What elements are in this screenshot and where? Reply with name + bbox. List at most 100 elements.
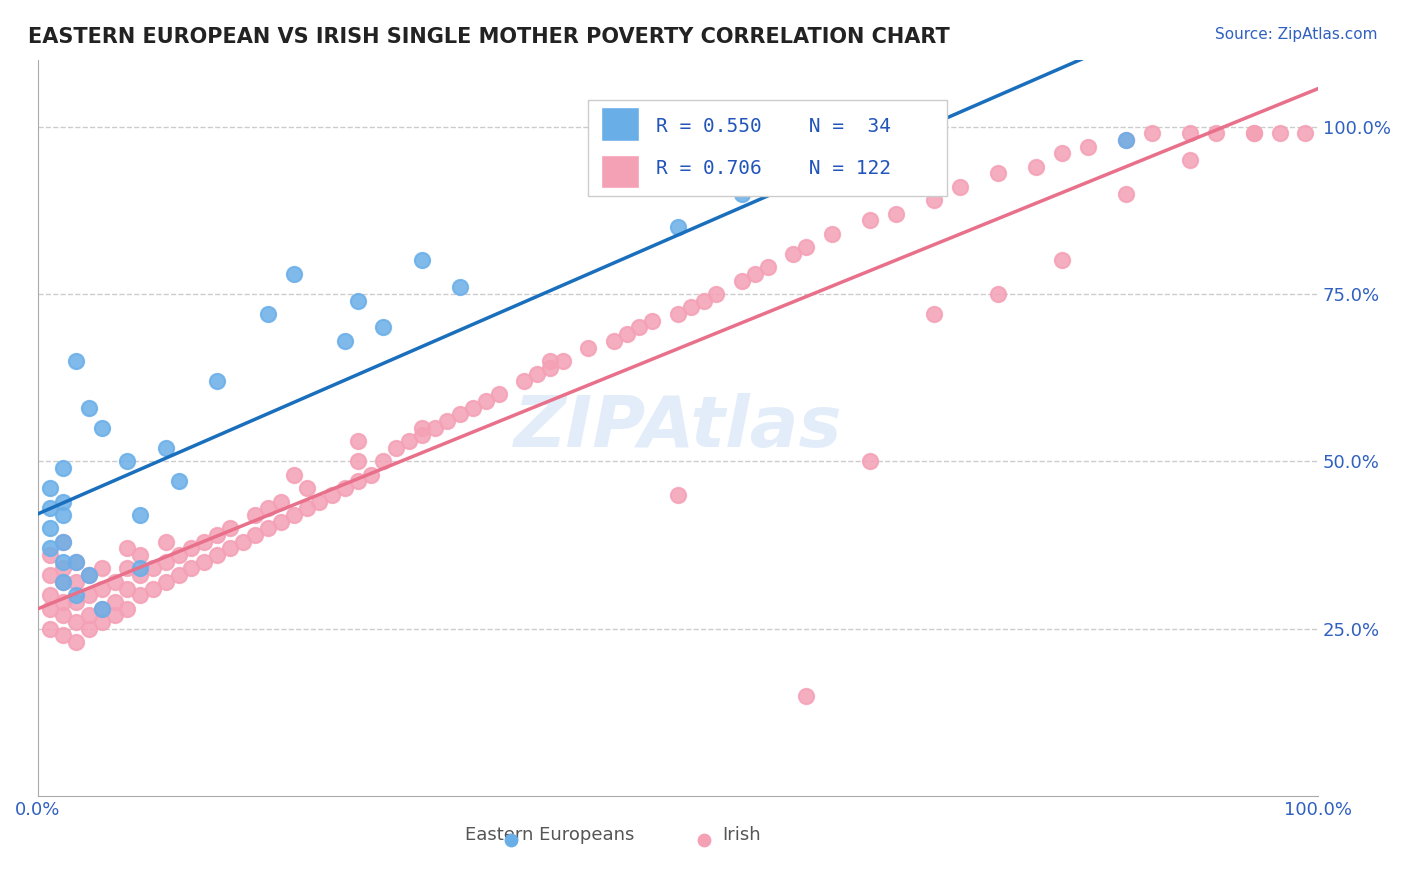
Point (167, 548, 190, 562)
Point (411, 421, 433, 435)
Point (538, 354, 561, 368)
Point (794, 689, 817, 703)
Point (65, 354, 87, 368)
Point (103, 574, 125, 589)
Point (129, 568, 152, 582)
Point (295, 501, 318, 516)
Point (398, 434, 420, 449)
Point (117, 454, 139, 468)
FancyBboxPatch shape (588, 100, 946, 196)
Point (52, 494, 75, 508)
Point (270, 515, 292, 529)
Point (117, 561, 139, 575)
Point (922, 193, 945, 207)
Point (1115, 186, 1137, 201)
Point (65, 588, 87, 602)
Point (90, 601, 112, 615)
Point (283, 467, 305, 482)
Point (436, 414, 458, 428)
Point (77, 622, 100, 636)
Text: Eastern Europeans: Eastern Europeans (465, 826, 634, 845)
Point (704, 287, 727, 301)
Point (616, 327, 638, 342)
Point (423, 421, 446, 435)
Point (90, 582, 112, 596)
Point (52, 628, 75, 642)
Point (744, 267, 766, 281)
Point (411, 427, 433, 442)
Point (551, 354, 574, 368)
Point (155, 441, 177, 455)
Point (39, 501, 62, 516)
Point (193, 534, 215, 549)
Point (987, 287, 1010, 301)
Point (666, 219, 689, 234)
Text: R = 0.550    N =  34: R = 0.550 N = 34 (657, 117, 891, 136)
Point (52, 461, 75, 475)
Point (103, 608, 125, 623)
Point (90, 561, 112, 575)
Point (411, 253, 433, 268)
Point (180, 541, 202, 556)
Text: EASTERN EUROPEAN VS IRISH SINGLE MOTHER POVERTY CORRELATION CHART: EASTERN EUROPEAN VS IRISH SINGLE MOTHER … (28, 27, 950, 46)
Point (90, 615, 112, 629)
Point (922, 307, 945, 321)
Point (52, 574, 75, 589)
Point (794, 240, 817, 254)
Point (39, 622, 62, 636)
Point (692, 830, 714, 844)
Point (39, 568, 62, 582)
Text: Source: ZipAtlas.com: Source: ZipAtlas.com (1215, 27, 1378, 42)
Point (77, 568, 100, 582)
Point (576, 341, 599, 355)
Point (321, 488, 343, 502)
Point (385, 441, 408, 455)
Point (77, 568, 100, 582)
Point (1077, 139, 1099, 153)
Point (52, 595, 75, 609)
Point (346, 434, 368, 449)
Point (666, 307, 689, 321)
Point (1115, 133, 1137, 147)
Point (39, 548, 62, 562)
Point (1243, 126, 1265, 140)
Point (52, 534, 75, 549)
Point (603, 334, 626, 348)
Point (1243, 126, 1265, 140)
Point (501, 830, 523, 844)
Point (346, 293, 368, 308)
Point (346, 475, 368, 489)
Point (538, 360, 561, 375)
Point (333, 334, 356, 348)
Point (1178, 126, 1201, 140)
Point (155, 534, 177, 549)
Point (39, 521, 62, 535)
Point (308, 494, 330, 508)
Point (218, 521, 240, 535)
Point (103, 595, 125, 609)
Point (679, 301, 702, 315)
Point (1178, 153, 1201, 167)
Point (257, 501, 280, 516)
Point (193, 555, 215, 569)
Point (859, 454, 882, 468)
Point (52, 508, 75, 522)
Point (39, 601, 62, 615)
Point (117, 601, 139, 615)
Point (782, 246, 804, 260)
Point (142, 561, 165, 575)
Point (90, 421, 112, 435)
Point (167, 475, 190, 489)
Point (692, 293, 714, 308)
Point (52, 534, 75, 549)
Point (1140, 126, 1163, 140)
Text: R = 0.706    N = 122: R = 0.706 N = 122 (652, 159, 887, 178)
Point (731, 186, 754, 201)
Point (360, 467, 382, 482)
Text: ZIPAtlas: ZIPAtlas (513, 393, 842, 462)
Point (257, 307, 280, 321)
Point (117, 541, 139, 556)
Text: R = 0.706    N = 122: R = 0.706 N = 122 (657, 159, 891, 178)
Point (1294, 126, 1316, 140)
Point (77, 608, 100, 623)
